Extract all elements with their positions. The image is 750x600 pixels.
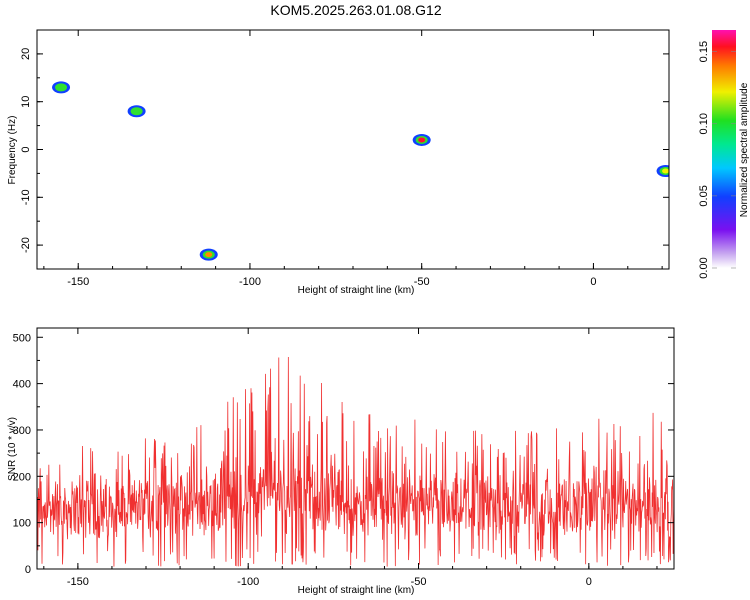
spectrogram-x-tick-label: -100 bbox=[239, 276, 261, 288]
colorbar-gradient bbox=[712, 30, 736, 268]
spectrogram-peak bbox=[57, 84, 65, 90]
spectrogram-peak bbox=[133, 108, 141, 114]
snr-series-line bbox=[37, 356, 674, 567]
snr-y-tick-label: 500 bbox=[13, 332, 31, 344]
snr-panel: -150 -100 -50 0 0 100 200 300 400 500 Height of s… bbox=[7, 327, 675, 596]
spectrogram-y-tick-label: 0 bbox=[20, 146, 32, 152]
snr-y-tick-label: 200 bbox=[13, 471, 31, 483]
spectrogram-y-tick-label: -20 bbox=[20, 237, 32, 253]
spectrogram-y-tick-label: 10 bbox=[20, 96, 32, 108]
spectrogram-x-tick-label: 0 bbox=[590, 276, 596, 288]
colorbar-label: Normalized spectral amplitude bbox=[739, 82, 750, 217]
snr-plot-area bbox=[37, 328, 674, 569]
spectrogram-y-label: Frequency (Hz) bbox=[7, 116, 18, 185]
colorbar-tick-label: 0.10 bbox=[698, 113, 710, 134]
colorbar-ticks: 0.00 0.05 0.10 0.15 bbox=[698, 41, 736, 279]
spectrogram-x-tick-label: -50 bbox=[414, 276, 430, 288]
snr-x-tick-label: -50 bbox=[411, 576, 427, 588]
spectrogram-image bbox=[37, 30, 669, 269]
colorbar-tick-label: 0.05 bbox=[698, 185, 710, 206]
colorbar: 0.00 0.05 0.10 0.15 Normalized spectral amp… bbox=[698, 30, 750, 279]
snr-x-tick-label: -150 bbox=[67, 576, 89, 588]
snr-y-tick-label: 100 bbox=[13, 518, 31, 530]
snr-y-label: SNR (10 * v/v) bbox=[7, 417, 18, 481]
spectrogram-y-tick-label: 20 bbox=[20, 48, 32, 60]
colorbar-tick-label: 0.00 bbox=[698, 257, 710, 278]
snr-y-tick-label: 400 bbox=[13, 379, 31, 391]
spectrogram-x-label: Height of straight line (km) bbox=[298, 285, 415, 296]
spectrogram-peak bbox=[418, 137, 426, 143]
spectrogram-peak bbox=[205, 252, 213, 258]
snr-y-tick-label: 300 bbox=[13, 425, 31, 437]
snr-x-label: Height of straight line (km) bbox=[298, 585, 415, 596]
spectrogram-x-tick-label: -150 bbox=[67, 276, 89, 288]
colorbar-tick-label: 0.15 bbox=[698, 41, 710, 62]
spectrogram-peaks bbox=[52, 81, 669, 261]
snr-y-tick-label: 0 bbox=[25, 564, 31, 576]
figure-title: KOM5.2025.263.01.08.G12 bbox=[270, 2, 441, 18]
snr-ticks: -150 -100 -50 0 0 100 200 300 400 500 bbox=[13, 328, 674, 588]
spectrogram-peak bbox=[662, 168, 669, 174]
spectrogram-y-tick-label: -10 bbox=[20, 189, 32, 205]
snr-x-tick-label: -100 bbox=[237, 576, 259, 588]
snr-x-tick-label: 0 bbox=[586, 576, 592, 588]
snr-frame bbox=[36, 327, 675, 570]
